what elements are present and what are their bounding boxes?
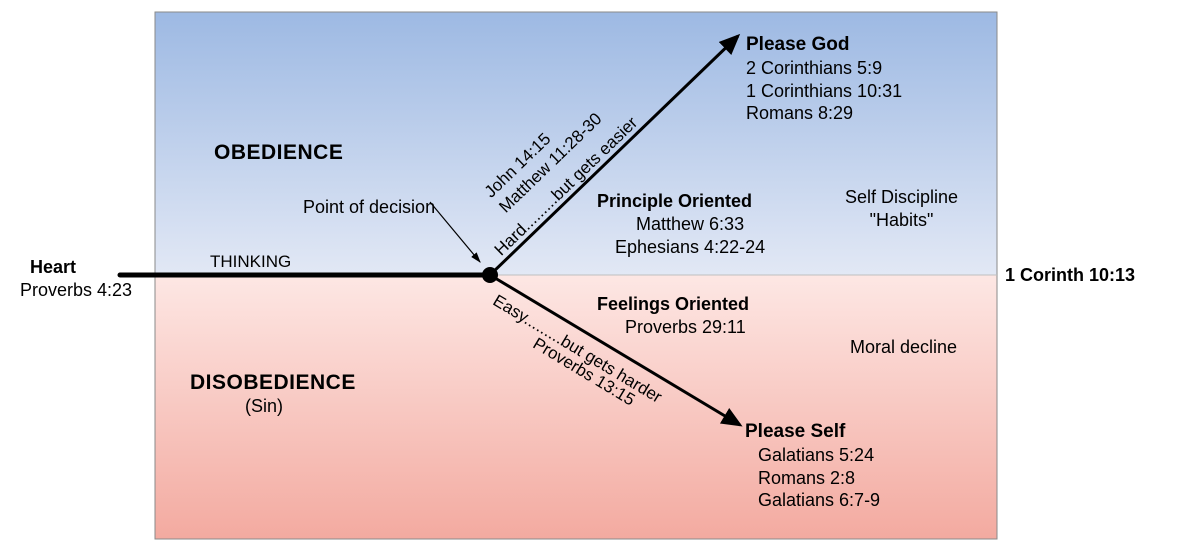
please-self-title: Please Self: [745, 420, 845, 444]
right-verse: 1 Corinth 10:13: [1005, 264, 1135, 287]
please-god-title: Please God: [746, 33, 850, 57]
principle-refs: Matthew 6:33 Ephesians 4:22-24: [615, 213, 765, 258]
please-self-refs: Galatians 5:24 Romans 2:8 Galatians 6:7-…: [758, 444, 880, 512]
principle-title: Principle Oriented: [597, 190, 752, 213]
obedience-title: OBEDIENCE: [214, 140, 343, 166]
heart-ref: Proverbs 4:23: [20, 279, 132, 302]
please-god-refs: 2 Corinthians 5:9 1 Corinthians 10:31 Ro…: [746, 57, 902, 125]
disobedience-title: DISOBEDIENCE: [190, 370, 356, 396]
feelings-refs: Proverbs 29:11: [625, 316, 746, 339]
feelings-title: Feelings Oriented: [597, 293, 749, 316]
diagram-svg: [0, 0, 1181, 551]
thinking-label: THINKING: [210, 251, 291, 272]
disobedience-subtitle: (Sin): [245, 395, 283, 418]
point-of-decision-label: Point of decision: [303, 196, 435, 219]
self-discipline: Self Discipline "Habits": [845, 186, 958, 231]
heart-title: Heart: [30, 256, 76, 279]
moral-decline: Moral decline: [850, 336, 957, 359]
diagram-root: { "layout": { "width": 1181, "height": 5…: [0, 0, 1181, 551]
